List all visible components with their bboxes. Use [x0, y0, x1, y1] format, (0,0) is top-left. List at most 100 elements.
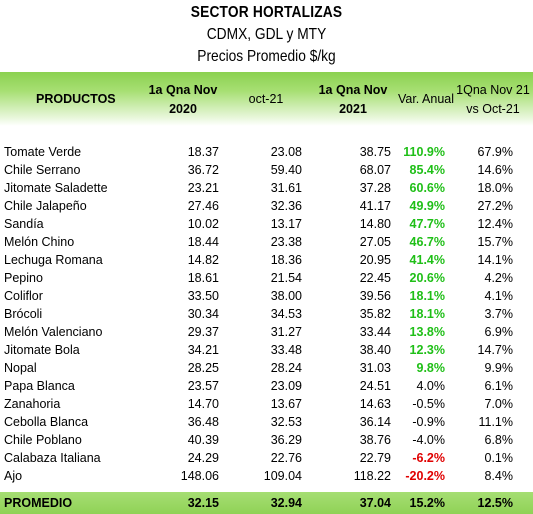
price-nov-2021: 38.40	[359, 343, 391, 357]
price-nov-2020: 23.21	[187, 181, 219, 195]
price-oct-2021: 34.53	[270, 307, 302, 321]
product-name: Chile Jalapeño	[4, 199, 87, 213]
price-nov-2020: 18.37	[187, 145, 219, 159]
price-nov-2021: 20.95	[359, 253, 391, 267]
price-nov-2021: 14.63	[359, 397, 391, 411]
footer-v1: 32.15	[187, 496, 219, 510]
table-footer: PROMEDIO 32.15 32.94 37.04 15.2% 12.5%	[0, 492, 533, 514]
table-row: Nopal 28.25 28.24 31.03 9.8% 9.9%	[0, 359, 533, 377]
price-nov-2021: 24.51	[359, 379, 391, 393]
header-col3-line2: 2021	[339, 102, 367, 116]
vs-oct-variation: 7.0%	[484, 397, 514, 411]
header-col4: Var. Anual	[397, 92, 455, 106]
vs-oct-variation: 4.2%	[484, 271, 514, 285]
price-oct-2021: 13.67	[270, 397, 302, 411]
header-col5-line2: vs Oct-21	[466, 102, 520, 116]
report-title: SECTOR HORTALIZAS	[190, 4, 343, 21]
annual-variation: 13.8%	[409, 325, 445, 339]
footer-v2: 32.94	[270, 496, 302, 510]
product-name: Cebolla Blanca	[4, 415, 89, 429]
vs-oct-variation: 14.1%	[477, 253, 513, 267]
price-nov-2021: 39.56	[359, 289, 391, 303]
vs-oct-variation: 18.0%	[477, 181, 513, 195]
product-name: Nopal	[4, 361, 37, 375]
price-oct-2021: 28.24	[270, 361, 302, 375]
annual-variation: 4.0%	[416, 379, 446, 393]
price-oct-2021: 36.29	[270, 433, 302, 447]
price-nov-2021: 31.03	[359, 361, 391, 375]
vs-oct-variation: 0.1%	[484, 451, 514, 465]
header-col5: 1Qna Nov 21 vs Oct-21	[453, 81, 533, 119]
table-row: Pepino 18.61 21.54 22.45 20.6% 4.2%	[0, 269, 533, 287]
price-nov-2021: 68.07	[359, 163, 391, 177]
table-row: Chile Serrano 36.72 59.40 68.07 85.4% 14.6%	[0, 161, 533, 179]
product-name: Ajo	[4, 469, 23, 483]
header-col5-line1: 1Qna Nov 21	[456, 83, 530, 97]
product-name: Papa Blanca	[4, 379, 75, 393]
vs-oct-variation: 12.4%	[477, 217, 513, 231]
product-name: Chile Serrano	[4, 163, 81, 177]
price-nov-2021: 22.45	[359, 271, 391, 285]
table-row: Zanahoria 14.70 13.67 14.63 -0.5% 7.0%	[0, 395, 533, 413]
table-row: Chile Jalapeño 27.46 32.36 41.17 49.9% 27.2%	[0, 197, 533, 215]
vs-oct-variation: 11.1%	[478, 415, 513, 429]
vs-oct-variation: 4.1%	[484, 289, 514, 303]
product-name: Jitomate Bola	[4, 343, 80, 357]
price-nov-2020: 27.46	[187, 199, 219, 213]
product-name: Melón Chino	[4, 235, 75, 249]
table-row: Brócoli 30.34 34.53 35.82 18.1% 3.7%	[0, 305, 533, 323]
table-row: Tomate Verde 18.37 23.08 38.75 110.9% 67.9%	[0, 143, 533, 161]
price-nov-2020: 14.70	[187, 397, 219, 411]
vs-oct-variation: 14.7%	[477, 343, 513, 357]
table-row: Chile Poblano 40.39 36.29 38.76 -4.0% 6.8%	[0, 431, 533, 449]
product-name: Lechuga Romana	[4, 253, 103, 267]
price-oct-2021: 18.36	[270, 253, 302, 267]
annual-variation: 46.7%	[409, 235, 445, 249]
annual-variation: 60.6%	[409, 181, 445, 195]
footer-vs: 12.5%	[477, 496, 513, 510]
price-nov-2021: 35.82	[359, 307, 391, 321]
annual-variation: 85.4%	[409, 163, 445, 177]
price-nov-2020: 28.25	[187, 361, 219, 375]
price-nov-2020: 18.61	[187, 271, 219, 285]
report-subtitle: Precios Promedio $/kg	[197, 48, 336, 65]
price-nov-2020: 18.44	[187, 235, 219, 249]
table-row: Ajo 148.06 109.04 118.22 -20.2% 8.4%	[0, 467, 533, 485]
table-row: Coliflor 33.50 38.00 39.56 18.1% 4.1%	[0, 287, 533, 305]
vs-oct-variation: 14.6%	[477, 163, 513, 177]
table-row: Melón Chino 18.44 23.38 27.05 46.7% 15.7%	[0, 233, 533, 251]
price-nov-2020: 29.37	[187, 325, 219, 339]
price-nov-2021: 41.17	[359, 199, 391, 213]
vs-oct-variation: 8.4%	[484, 469, 514, 483]
header-col2: oct-21	[248, 92, 284, 106]
annual-variation: -0.5%	[412, 397, 445, 411]
table-row: Lechuga Romana 14.82 18.36 20.95 41.4% 14.1%	[0, 251, 533, 269]
price-nov-2020: 34.21	[187, 343, 219, 357]
price-oct-2021: 21.54	[270, 271, 302, 285]
header-col1-line2: 2020	[169, 102, 197, 116]
annual-variation: -0.9%	[412, 415, 445, 429]
header-productos: PRODUCTOS	[36, 92, 116, 106]
annual-variation: 9.8%	[416, 361, 446, 375]
price-nov-2020: 23.57	[187, 379, 219, 393]
footer-v3: 37.04	[359, 496, 391, 510]
table-row: Sandía 10.02 13.17 14.80 47.7% 12.4%	[0, 215, 533, 233]
annual-variation: -20.2%	[405, 469, 445, 483]
price-oct-2021: 31.27	[270, 325, 302, 339]
price-nov-2021: 22.79	[359, 451, 391, 465]
annual-variation: 47.7%	[409, 217, 445, 231]
price-nov-2020: 33.50	[187, 289, 219, 303]
annual-variation: 18.1%	[409, 307, 445, 321]
table-row: Jitomate Bola 34.21 33.48 38.40 12.3% 14.7%	[0, 341, 533, 359]
price-nov-2020: 14.82	[187, 253, 219, 267]
product-name: Pepino	[4, 271, 43, 285]
price-oct-2021: 31.61	[270, 181, 302, 195]
header-col1-line1: 1a Qna Nov	[148, 83, 218, 97]
price-nov-2021: 38.75	[359, 145, 391, 159]
price-nov-2021: 37.28	[359, 181, 391, 195]
product-name: Zanahoria	[4, 397, 61, 411]
price-nov-2020: 30.34	[187, 307, 219, 321]
header-col3: 1a Qna Nov 2021	[308, 81, 398, 119]
price-oct-2021: 33.48	[270, 343, 302, 357]
price-oct-2021: 23.38	[270, 235, 302, 249]
